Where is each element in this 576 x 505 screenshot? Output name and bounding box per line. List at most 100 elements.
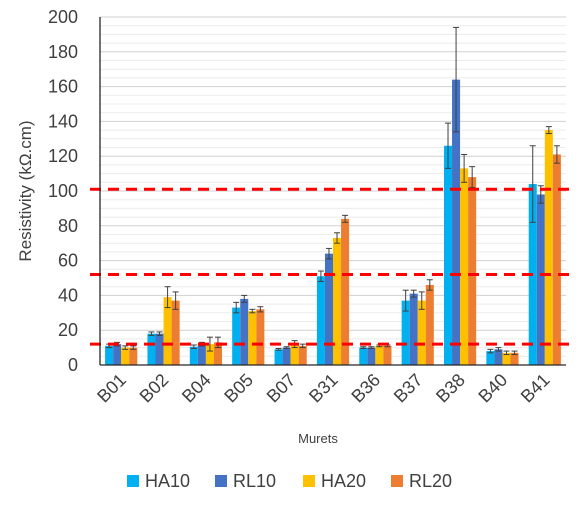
error-bar-ha20-b40 bbox=[503, 350, 510, 356]
bar-ha10-b31 bbox=[316, 276, 325, 365]
legend-item-rl10: RL10 bbox=[215, 471, 276, 491]
error-bar-ha20-b41 bbox=[545, 126, 552, 135]
error-bar-ha10-b05 bbox=[233, 301, 240, 314]
error-bar-rl20-b02 bbox=[172, 291, 179, 310]
error-bar-rl10-b05 bbox=[241, 294, 248, 303]
error-bar-rl20-b04 bbox=[214, 336, 221, 349]
bar-ha20-b36 bbox=[375, 345, 384, 365]
bar-ha20-b02 bbox=[163, 297, 172, 365]
bar-rl10-b37 bbox=[409, 293, 418, 365]
bar-ha10-b02 bbox=[147, 333, 156, 365]
bar-ha20-b04 bbox=[205, 344, 214, 365]
y-tick-label-20: 20 bbox=[58, 320, 78, 340]
bar-rl20-b02 bbox=[171, 300, 180, 365]
error-bar-rl10-b31 bbox=[325, 247, 332, 260]
bar-rl20-b37 bbox=[425, 284, 434, 365]
bars-group bbox=[105, 79, 561, 365]
bar-ha10-b36 bbox=[359, 347, 368, 365]
bar-ha20-b07 bbox=[290, 344, 299, 365]
error-bar-rl20-b05 bbox=[257, 306, 264, 313]
x-tick-label-b05: B05 bbox=[220, 370, 257, 407]
y-tick-label-80: 80 bbox=[58, 216, 78, 236]
bar-rl10-b38 bbox=[452, 79, 461, 365]
bar-ha20-b05 bbox=[248, 311, 257, 365]
y-tick-labels: 0 20 40 60 80 100 120 140 160 180 200 bbox=[48, 7, 78, 375]
bar-ha20-b40 bbox=[502, 352, 511, 365]
error-bar-rl10-b07 bbox=[283, 346, 290, 349]
legend-item-rl20: RL20 bbox=[391, 471, 452, 491]
x-tick-label-b04: B04 bbox=[178, 370, 215, 407]
legend-item-ha10: HA10 bbox=[127, 471, 190, 491]
error-bar-rl10-b37 bbox=[410, 289, 417, 298]
y-tick-label-60: 60 bbox=[58, 251, 78, 271]
bar-ha10-b05 bbox=[232, 307, 241, 365]
error-bar-rl10-b36 bbox=[368, 346, 375, 349]
bar-rl10-b41 bbox=[536, 194, 545, 365]
bar-rl10-b04 bbox=[197, 344, 206, 365]
x-tick-label-b01: B01 bbox=[93, 370, 130, 407]
bar-rl20-b05 bbox=[256, 309, 265, 365]
legend-label-rl10: RL10 bbox=[233, 471, 276, 491]
bar-rl10-b40 bbox=[494, 349, 503, 365]
error-bar-ha10-b02 bbox=[148, 331, 155, 336]
error-bar-rl20-b40 bbox=[511, 350, 518, 356]
legend-swatch-rl10 bbox=[215, 475, 227, 487]
x-tick-label-b36: B36 bbox=[347, 370, 384, 407]
error-bar-rl20-b37 bbox=[426, 279, 433, 291]
reference-lines-group bbox=[90, 187, 576, 346]
error-bar-ha10-b04 bbox=[190, 344, 197, 349]
error-bar-rl20-b38 bbox=[469, 166, 476, 189]
x-tick-label-b40: B40 bbox=[474, 370, 511, 407]
axes-group bbox=[99, 17, 566, 366]
error-bar-rl20-b01 bbox=[130, 345, 137, 350]
error-bar-rl20-b31 bbox=[342, 214, 349, 223]
bar-rl20-b41 bbox=[552, 154, 561, 365]
bar-rl10-b07 bbox=[282, 347, 291, 365]
bar-ha10-b01 bbox=[105, 345, 114, 365]
bar-rl20-b40 bbox=[510, 352, 519, 365]
error-bar-ha10-b07 bbox=[275, 347, 282, 351]
bar-rl10-b36 bbox=[367, 347, 376, 365]
bar-rl20-b31 bbox=[341, 218, 350, 365]
legend-item-ha20: HA20 bbox=[303, 471, 366, 491]
x-tick-label-b07: B07 bbox=[263, 370, 300, 407]
y-axis-title: Resistivity (kΩ.cm) bbox=[16, 120, 35, 261]
bar-ha20-b37 bbox=[417, 300, 426, 365]
x-tick-label-b31: B31 bbox=[305, 370, 342, 407]
x-axis-title: Murets bbox=[298, 431, 338, 446]
error-bar-rl10-b38 bbox=[453, 26, 460, 133]
bar-rl10-b01 bbox=[113, 344, 122, 365]
y-tick-label-180: 180 bbox=[48, 42, 78, 62]
error-bar-rl10-b02 bbox=[156, 331, 163, 336]
legend-swatch-ha10 bbox=[127, 475, 139, 487]
legend-swatch-ha20 bbox=[303, 475, 315, 487]
legend: HA10 RL10 HA20 RL20 bbox=[127, 471, 452, 491]
bar-rl10-b31 bbox=[324, 253, 333, 365]
error-bar-ha10-b31 bbox=[317, 270, 324, 282]
error-bar-ha20-b37 bbox=[418, 291, 425, 310]
legend-label-rl20: RL20 bbox=[409, 471, 452, 491]
error-bar-ha20-b04 bbox=[206, 336, 213, 352]
bar-rl20-b07 bbox=[298, 345, 307, 365]
y-tick-label-200: 200 bbox=[48, 7, 78, 27]
bar-rl20-b04 bbox=[213, 342, 223, 365]
error-bar-ha10-b38 bbox=[445, 122, 452, 169]
bar-rl20-b36 bbox=[383, 345, 392, 365]
error-bar-ha10-b36 bbox=[360, 346, 367, 349]
x-tick-labels: B01 B02 B04 B05 B07 B31 B36 B37 B38 B40 B41 bbox=[93, 370, 553, 407]
error-bar-rl10-b40 bbox=[495, 347, 502, 352]
error-bar-rl20-b07 bbox=[299, 343, 306, 349]
error-bar-ha20-b31 bbox=[334, 232, 341, 244]
error-bar-ha10-b37 bbox=[402, 289, 409, 312]
bar-ha10-b07 bbox=[274, 349, 283, 365]
bar-ha10-b37 bbox=[401, 300, 410, 365]
legend-label-ha10: HA10 bbox=[145, 471, 190, 491]
bar-ha20-b01 bbox=[121, 347, 130, 365]
bar-rl20-b01 bbox=[129, 347, 138, 365]
bar-ha20-b38 bbox=[460, 168, 469, 365]
x-tick-label-b38: B38 bbox=[432, 370, 469, 407]
y-tick-label-100: 100 bbox=[48, 181, 78, 201]
bar-ha20-b41 bbox=[544, 130, 553, 365]
